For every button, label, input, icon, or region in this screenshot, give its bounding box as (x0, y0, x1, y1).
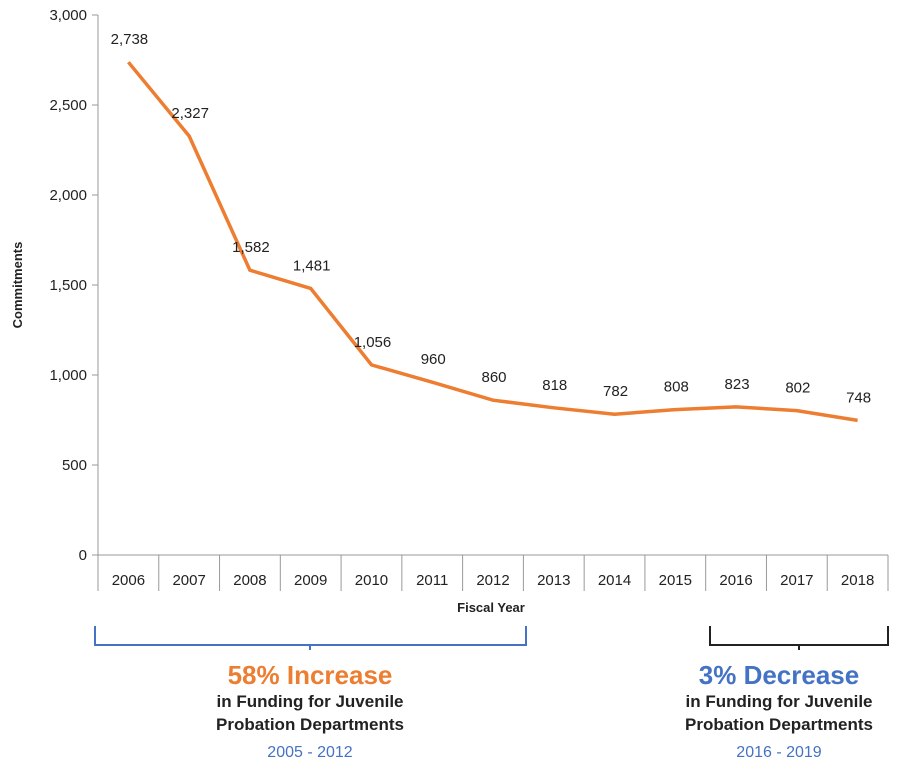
data-label: 808 (664, 379, 689, 396)
right-bracket (709, 626, 889, 650)
x-tick-label: 2008 (233, 572, 266, 589)
right-bracket-line (709, 626, 889, 646)
data-labels: 2,738 2,327 1,582 1,481 1,056 960 860 818 782 808… (111, 31, 872, 406)
data-label: 823 (725, 376, 750, 393)
left-bracket-line (94, 626, 527, 646)
series-commitments (127, 61, 858, 423)
data-label: 860 (481, 369, 506, 386)
x-tick-label: 2012 (476, 572, 509, 589)
x-tick-label: 2013 (537, 572, 570, 589)
y-tick-label: 2,500 (49, 97, 87, 114)
decrease-years: 2016 - 2019 (736, 744, 822, 761)
increase-years: 2005 - 2012 (267, 744, 353, 761)
x-axis-title: Fiscal Year (457, 600, 525, 615)
decrease-headline: 3% Decrease (698, 660, 860, 690)
data-label: 1,056 (354, 334, 392, 351)
annotation-increase: 58% Increase in Funding for Juvenile Pro… (150, 660, 470, 764)
x-tick-label: 2014 (598, 572, 631, 589)
y-tick-label: 1,500 (49, 277, 87, 294)
x-tick-label: 2017 (780, 572, 813, 589)
increase-headline: 58% Increase (227, 660, 393, 690)
x-tick-label: 2016 (719, 572, 752, 589)
x-tick-label: 2009 (294, 572, 327, 589)
increase-line1: in Funding for Juvenile (216, 692, 404, 711)
x-tick-label: 2007 (172, 572, 205, 589)
data-label: 1,481 (293, 257, 331, 274)
data-label: 802 (785, 380, 810, 397)
data-label: 782 (603, 383, 628, 400)
data-label: 960 (421, 351, 446, 368)
increase-line2: Probation Departments (216, 715, 404, 734)
y-tick-label: 3,000 (49, 7, 87, 24)
decrease-line2: Probation Departments (685, 715, 873, 734)
data-label: 748 (846, 389, 871, 406)
y-axis-title: Commitments (10, 242, 25, 329)
decrease-line1: in Funding for Juvenile (685, 692, 873, 711)
x-tick-label: 2018 (841, 572, 874, 589)
data-label: 818 (542, 377, 567, 394)
x-axis: 2006 2007 2008 2009 2010 2011 2012 2013 2014 2015… (97, 554, 889, 591)
x-tick-label: 2006 (112, 572, 145, 589)
data-label: 2,738 (111, 31, 149, 48)
x-tick-label: 2011 (416, 572, 448, 589)
x-tick-label: 2015 (659, 572, 692, 589)
y-tick-label: 1,000 (49, 367, 87, 384)
y-axis: 0 500 1,000 1,500 2,000 2,500 3,000 (49, 7, 99, 564)
y-tick-label: 2,000 (49, 187, 87, 204)
annotation-decrease: 3% Decrease in Funding for Juvenile Prob… (650, 660, 908, 764)
y-tick-label: 0 (79, 547, 87, 564)
data-label: 1,582 (232, 239, 270, 256)
left-bracket (94, 626, 527, 650)
y-tick-label: 500 (62, 457, 87, 474)
x-tick-label: 2010 (355, 572, 388, 589)
data-label: 2,327 (171, 105, 209, 122)
